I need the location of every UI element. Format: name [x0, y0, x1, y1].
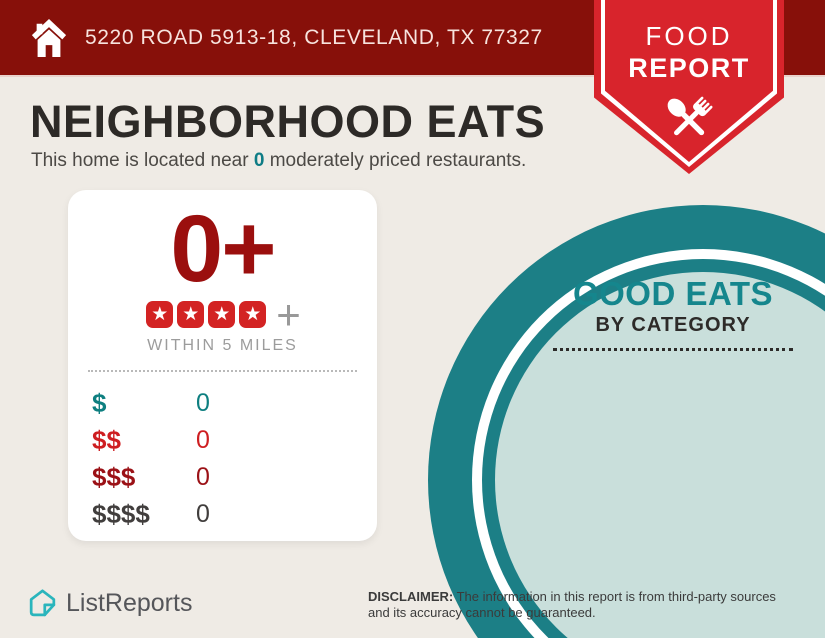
price-tier-list: $0 $$ 0 $$$ 0 $$$$ 0: [68, 385, 377, 533]
page-title: NEIGHBORHOOD EATS: [30, 96, 546, 147]
price-tier-label: $$$$: [92, 499, 150, 529]
good-eats-divider: [553, 348, 793, 351]
price-tier-label: $: [92, 388, 107, 418]
restaurant-total: 0+: [170, 196, 276, 302]
star-rating: ★ ★ ★ ★ +: [68, 291, 377, 338]
ribbon-title-line1: FOOD: [645, 21, 733, 51]
price-row: $$$ 0: [92, 459, 377, 496]
card-divider: [88, 370, 357, 372]
subtitle-prefix: This home is located near: [31, 150, 254, 171]
property-address: 5220 ROAD 5913-18, CLEVELAND, TX 77327: [85, 25, 543, 49]
price-tier-label: $$$: [92, 462, 136, 492]
page-subtitle: This home is located near 0 moderately p…: [31, 150, 526, 172]
house-icon: [31, 18, 67, 57]
listreports-brand: ListReports: [28, 588, 192, 619]
price-row: $$ 0: [92, 422, 377, 459]
star-icon: ★: [208, 301, 236, 328]
radius-label: WITHIN 5 MILES: [147, 337, 298, 354]
star-icon: ★: [146, 301, 174, 328]
subtitle-suffix: moderately priced restaurants.: [264, 150, 527, 171]
plus-icon: +: [276, 291, 301, 338]
restaurant-count: 0: [253, 150, 265, 171]
ribbon-title-line2: REPORT: [628, 53, 750, 83]
disclaimer-text: The information in this report is from t…: [368, 589, 776, 620]
brand-name: ListReports: [66, 589, 193, 617]
disclaimer-label: DISCLAIMER:: [368, 589, 454, 604]
price-tier-count: 0: [196, 389, 210, 417]
good-eats-panel: GOOD EATS BY CATEGORY: [553, 277, 793, 351]
food-report-ribbon: FOOD REPORT: [594, 0, 784, 174]
restaurant-summary-card: 0+ ★ ★ ★ ★ + WITHIN 5 MILES $0 $$ 0 $$$ 0 $$$$ 0: [68, 190, 377, 541]
price-row: $0: [92, 385, 377, 422]
price-tier-count: 0: [196, 463, 210, 491]
star-icon: ★: [239, 301, 267, 328]
disclaimer: DISCLAIMER: The information in this repo…: [368, 589, 800, 621]
utensils-icon: [667, 96, 713, 136]
good-eats-subtitle: BY CATEGORY: [595, 314, 751, 336]
price-row: $$$$ 0: [92, 496, 377, 533]
price-tier-label: $$: [92, 425, 121, 455]
price-tier-count: 0: [196, 426, 210, 454]
listreports-logo-icon: [29, 589, 56, 617]
star-icon: ★: [177, 301, 205, 328]
good-eats-title: GOOD EATS: [572, 275, 774, 312]
price-tier-count: 0: [196, 500, 210, 528]
